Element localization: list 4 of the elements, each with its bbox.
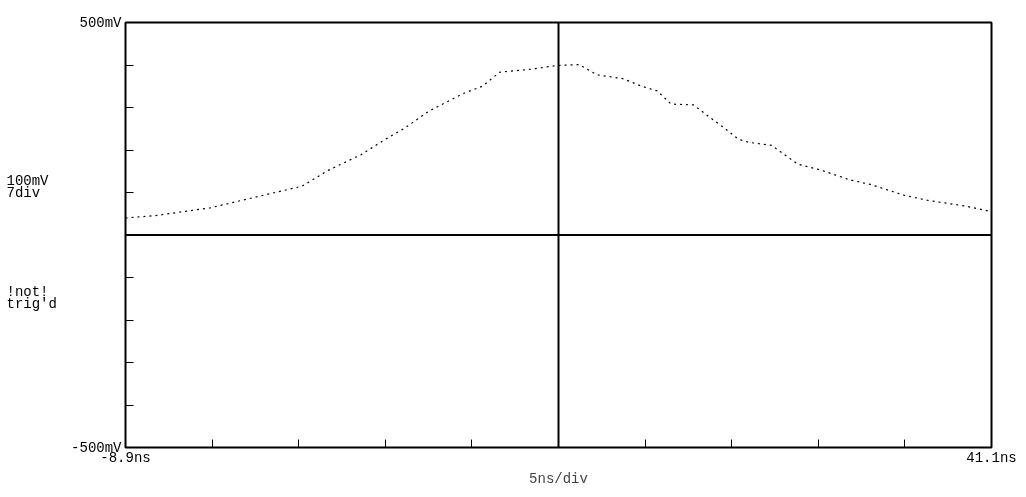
x-tick-label: 41.1ns [966, 449, 1017, 466]
text: trig'd [6, 295, 57, 312]
x-axis-title: 5ns/div [529, 470, 588, 487]
y-tick-label: 500mV [79, 14, 123, 31]
